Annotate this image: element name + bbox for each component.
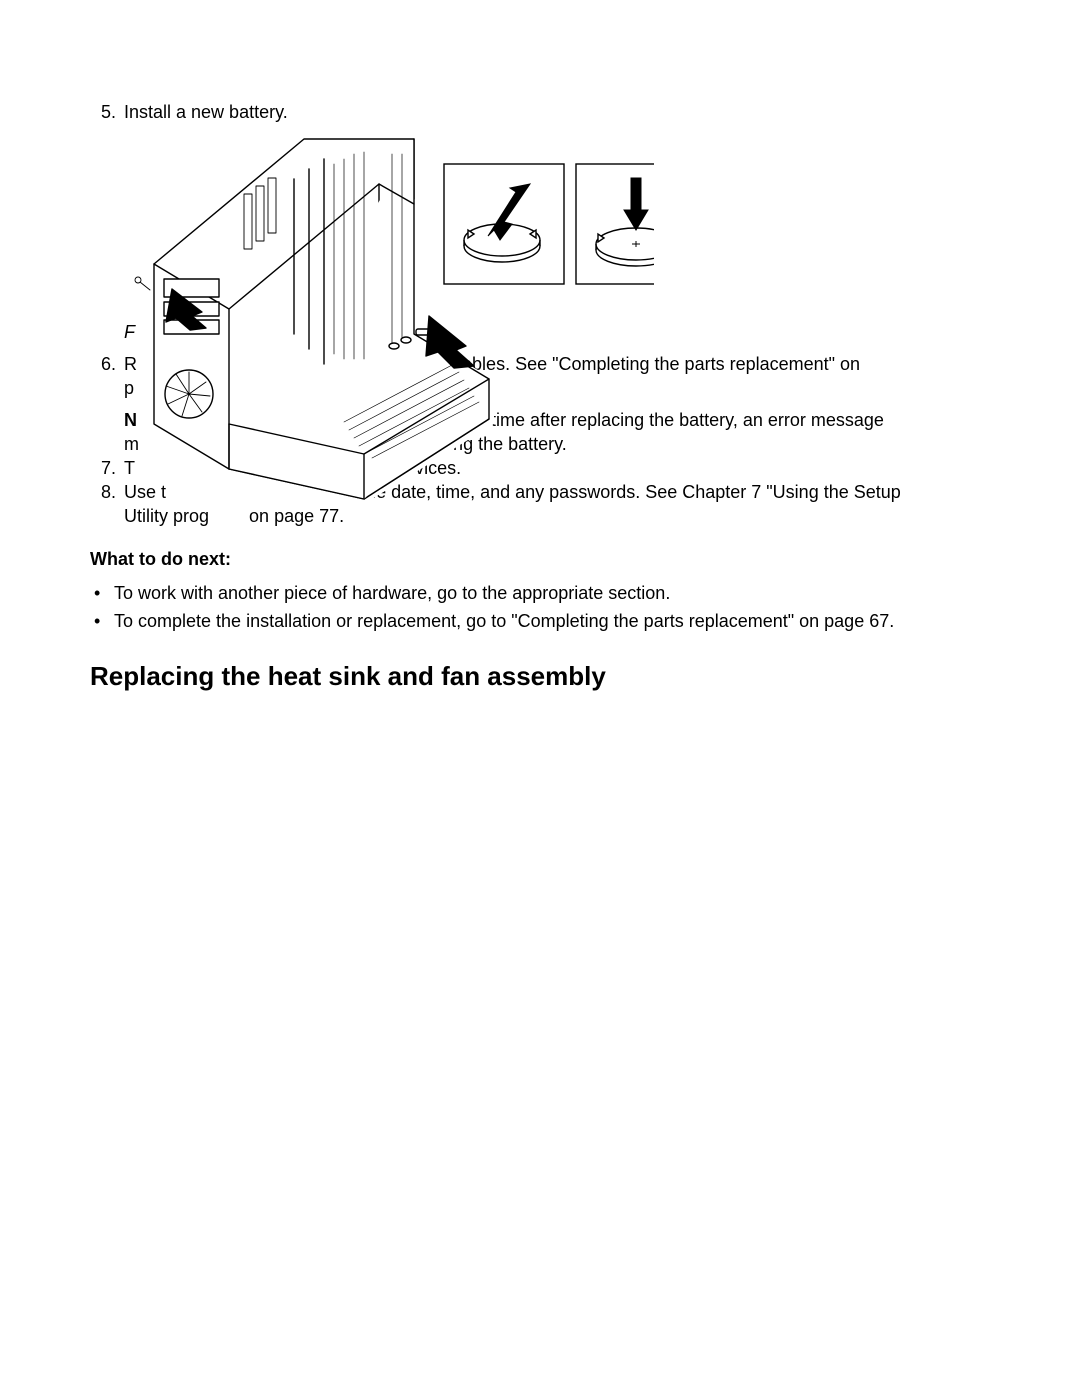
bullet-1-text: To work with another piece of hardware, … (114, 581, 990, 605)
bullet-mark: • (90, 581, 114, 605)
bullet-mark: • (90, 609, 114, 633)
bullet-1: • To work with another piece of hardware… (90, 581, 990, 605)
step-5: 5. Install a new battery. (90, 100, 990, 124)
step-5-number: 5. (90, 100, 124, 124)
what-next-heading: What to do next: (90, 547, 990, 571)
figure-area: F 6. R ect the cables. See "Completing t… (124, 134, 990, 504)
bullet-2: • To complete the installation or replac… (90, 609, 990, 633)
step-5-text: Install a new battery. (124, 100, 990, 124)
section-heading: Replacing the heat sink and fan assembly (90, 659, 990, 694)
install-battery-diagram (94, 124, 654, 524)
bullet-2-text: To complete the installation or replacem… (114, 609, 990, 633)
